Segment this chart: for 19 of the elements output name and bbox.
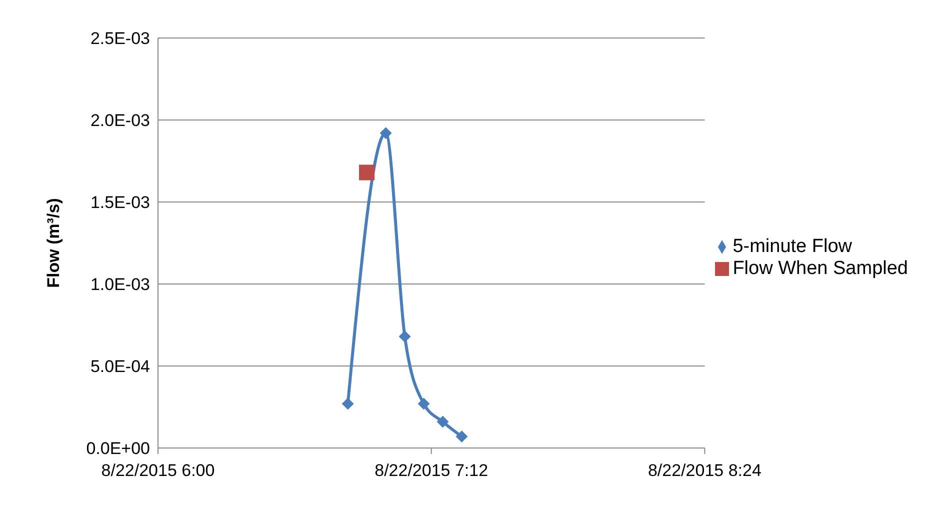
- point: [398, 330, 411, 342]
- point: [342, 398, 354, 410]
- x-tick-label: 8/22/2015 8:24: [648, 461, 762, 480]
- x-tick-label: 8/22/2015 7:12: [374, 461, 488, 480]
- x-tick-label: 8/22/2015 6:00: [101, 461, 215, 480]
- point: [418, 398, 430, 410]
- y-tick-label: 1.0E-03: [90, 275, 150, 294]
- y-tick-label: 2.0E-03: [90, 111, 150, 130]
- legend-label: Flow When Sampled: [732, 258, 908, 279]
- legend-label: 5-minute Flow: [732, 236, 852, 257]
- point: [456, 430, 468, 443]
- point: [436, 416, 449, 428]
- y-tick-label: 5.0E-04: [90, 357, 150, 376]
- point: [380, 127, 392, 140]
- y-axis-title: Flow (m³/s): [44, 198, 64, 288]
- y-tick-label: 0.0E+00: [86, 439, 150, 458]
- y-tick-label: 2.5E-03: [90, 29, 150, 48]
- y-tick-label: 1.5E-03: [90, 193, 150, 212]
- point: [359, 164, 375, 180]
